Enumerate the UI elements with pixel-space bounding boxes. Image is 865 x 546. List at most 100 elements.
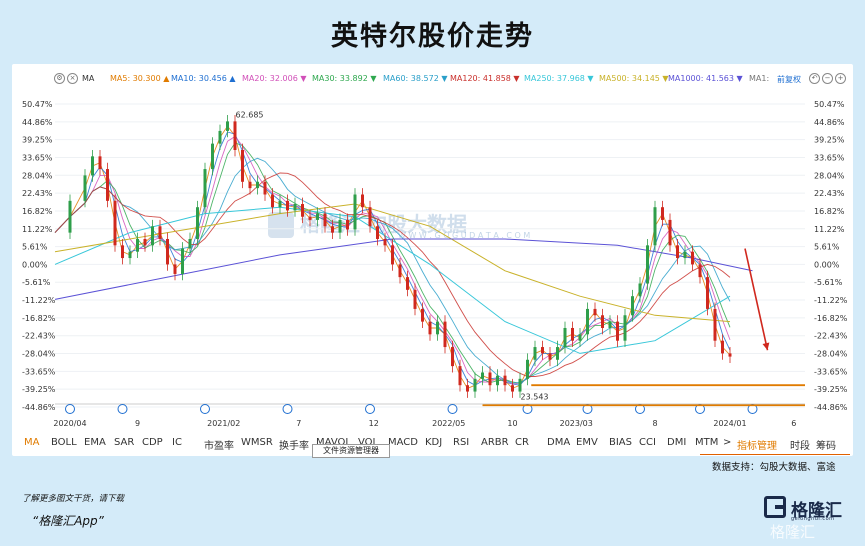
candle-body bbox=[331, 226, 334, 233]
indicator-tab[interactable]: EMV bbox=[576, 437, 598, 448]
y-tick-label-right: 33.65% bbox=[814, 153, 845, 162]
indicator-tab[interactable]: MACD bbox=[388, 437, 418, 448]
candle-body bbox=[241, 149, 244, 182]
y-tick-label-right: 22.43% bbox=[814, 189, 845, 198]
candle-body bbox=[248, 181, 252, 189]
candle-body bbox=[233, 121, 237, 150]
indicator-tab[interactable]: SAR bbox=[114, 437, 135, 448]
indicator-tab[interactable]: MA bbox=[24, 437, 40, 448]
candle-body bbox=[623, 315, 627, 341]
settings-icon[interactable]: ⚙ bbox=[54, 73, 65, 84]
candle-body bbox=[338, 219, 342, 233]
footer-note: 了解更多图文干货，请下载 bbox=[22, 494, 125, 504]
candle-body bbox=[451, 347, 454, 367]
footer-app-name: “格隆汇App” bbox=[32, 514, 104, 528]
indicator-tab[interactable]: CR bbox=[515, 437, 529, 448]
indicator-tab[interactable]: DMI bbox=[667, 437, 687, 448]
indicator-manage[interactable]: 指标管理 bbox=[737, 441, 777, 452]
watermark-url: W W W . G O G U D A T A . C O M bbox=[398, 231, 531, 240]
candle-body bbox=[616, 321, 619, 341]
y-tick-label-right: -39.25% bbox=[814, 385, 848, 394]
y-tick-label-right: 39.25% bbox=[814, 136, 845, 145]
indicator-tab[interactable]: DMA bbox=[547, 437, 571, 448]
candle-body bbox=[638, 283, 642, 297]
candle-body bbox=[256, 181, 259, 189]
indicator-tab[interactable]: BIAS bbox=[609, 437, 632, 448]
candle-body bbox=[721, 340, 724, 354]
indicator-tab[interactable]: KDJ bbox=[425, 437, 443, 448]
indicator-tab[interactable]: ARBR bbox=[481, 437, 509, 448]
close-icon[interactable]: × bbox=[67, 73, 78, 84]
indicator-tab[interactable]: CDP bbox=[142, 437, 163, 448]
minus-icon[interactable]: − bbox=[822, 73, 833, 84]
candle-body bbox=[503, 375, 507, 386]
candle-body bbox=[593, 308, 597, 316]
candle-body bbox=[691, 251, 694, 265]
candle-body bbox=[121, 245, 124, 259]
indicator-tab[interactable]: MAVOL bbox=[316, 437, 351, 448]
candle-body bbox=[646, 245, 649, 284]
event-marker-icon bbox=[65, 404, 75, 414]
indicator-more-icon[interactable]: > bbox=[723, 437, 732, 448]
undo-icon[interactable]: ↶ bbox=[809, 73, 820, 84]
y-tick-label-left: 33.65% bbox=[22, 153, 53, 162]
y-tick-label-right: 44.86% bbox=[814, 118, 845, 127]
event-marker-icon bbox=[282, 404, 293, 414]
candle-body bbox=[706, 277, 709, 309]
adjust-toggle[interactable]: 前复权 bbox=[777, 75, 801, 84]
y-tick-label-right: -5.61% bbox=[814, 278, 843, 287]
indicator-right-tab[interactable]: 筹码 bbox=[816, 441, 836, 452]
indicator-tab[interactable]: 换手率 bbox=[279, 441, 309, 452]
price-annotation: 62.685 bbox=[236, 110, 264, 119]
x-tick-label: 9 bbox=[135, 419, 140, 428]
indicator-tab[interactable]: CCI bbox=[639, 437, 656, 448]
indicator-tab[interactable]: BOLL bbox=[51, 437, 77, 448]
candle-body bbox=[98, 156, 102, 170]
trend-arrow-head bbox=[762, 342, 770, 351]
candle-body bbox=[586, 308, 589, 335]
indicator-tab[interactable]: VOL bbox=[358, 437, 379, 448]
indicator-tab[interactable]: RSI bbox=[453, 437, 470, 448]
candle-body bbox=[278, 200, 282, 208]
data-source: 数据支持：勾股大数据、富途 bbox=[712, 462, 836, 473]
candle-body bbox=[143, 238, 147, 246]
candle-body bbox=[308, 216, 312, 220]
candle-body bbox=[413, 289, 417, 309]
moving-average-line bbox=[54, 238, 753, 300]
y-tick-label-left: -33.65% bbox=[22, 367, 56, 376]
y-tick-label-right: -16.82% bbox=[814, 314, 848, 323]
x-tick-label: 6 bbox=[791, 419, 796, 428]
y-tick-label-left: 22.43% bbox=[22, 189, 53, 198]
candle-body bbox=[676, 245, 679, 259]
candle-body bbox=[136, 238, 139, 252]
candle-body bbox=[608, 321, 612, 328]
y-tick-label-left: -44.86% bbox=[22, 403, 56, 412]
plus-icon[interactable]: + bbox=[835, 73, 846, 84]
ma-legend-item: MA250: 37.968 ▼ bbox=[524, 74, 594, 83]
indicator-tab[interactable]: MTM bbox=[695, 437, 719, 448]
indicator-tab[interactable]: IC bbox=[172, 437, 182, 448]
brand-logo-icon bbox=[764, 496, 786, 518]
candle-body bbox=[563, 327, 567, 348]
brand-watermark: 格隆汇 bbox=[770, 523, 816, 541]
candle-body bbox=[556, 347, 559, 360]
source-divider bbox=[700, 454, 850, 455]
candle-body bbox=[83, 175, 87, 201]
y-tick-label-right: 5.61% bbox=[814, 243, 840, 252]
watermark-logo-icon bbox=[268, 212, 294, 238]
x-tick-label: 2020/04 bbox=[53, 419, 86, 428]
candle-body bbox=[683, 251, 687, 259]
ma-indicator-label[interactable]: MA bbox=[82, 74, 95, 83]
ma-legend-item: MA5: 30.300 ▲ bbox=[110, 74, 170, 83]
indicator-tab[interactable]: 市盈率 bbox=[204, 441, 234, 452]
trend-arrow bbox=[744, 248, 769, 351]
indicator-tab[interactable]: EMA bbox=[84, 437, 106, 448]
ma-legend-item: MA20: 32.006 ▼ bbox=[242, 74, 307, 83]
indicator-right-tab[interactable]: 时段 bbox=[790, 441, 810, 452]
y-tick-label-left: -11.22% bbox=[22, 296, 56, 305]
page-title: 英特尔股价走势 bbox=[331, 21, 534, 52]
indicator-tab[interactable]: WMSR bbox=[241, 437, 273, 448]
candle-body bbox=[458, 366, 462, 386]
y-tick-label-left: 28.04% bbox=[22, 171, 53, 180]
